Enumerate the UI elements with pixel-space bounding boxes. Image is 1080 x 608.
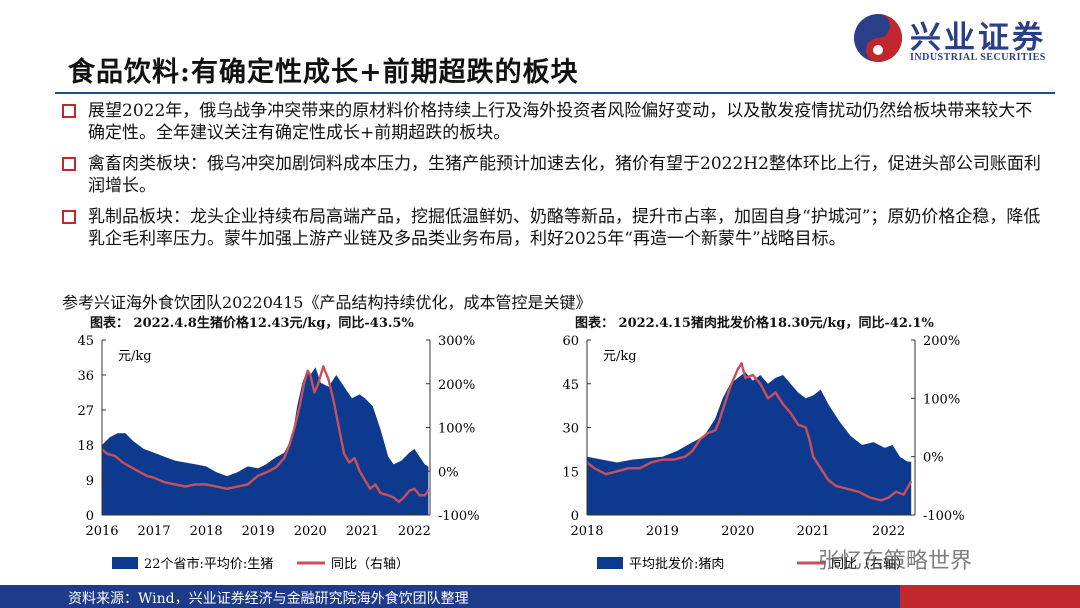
y2-tick-label: -100% [438, 509, 480, 524]
x-tick-label: 2019 [242, 524, 275, 539]
y-tick-label: 9 [86, 474, 94, 489]
bullet-square-icon [62, 104, 76, 118]
legend-area-label: 22个省市:平均价:生猪 [144, 556, 273, 572]
y-tick-label: 45 [77, 334, 94, 349]
brand-subtitle: INDUSTRIAL SECURITIES [910, 52, 1046, 63]
brand-emblem-icon [854, 14, 902, 62]
bullet-square-icon [62, 210, 76, 224]
y-tick-label: 60 [562, 334, 579, 349]
y-tick-label: 18 [77, 439, 94, 454]
x-tick-label: 2021 [346, 524, 379, 539]
x-tick-label: 2019 [646, 524, 679, 539]
y2-tick-label: 0% [438, 465, 459, 480]
x-tick-label: 2017 [138, 524, 171, 539]
area-series [587, 372, 912, 515]
y2-tick-label: 300% [438, 334, 475, 349]
x-tick-label: 2021 [797, 524, 830, 539]
watermark-text: 张忆东策略世界 [818, 549, 973, 574]
y-tick-label: 45 [562, 378, 579, 393]
bullet-text: 展望2022年，俄乌战争冲突带来的原材料价格持续上行及海外投资者风险偏好变动，以… [88, 101, 1033, 143]
title-divider [55, 92, 1055, 94]
y-tick-label: 15 [562, 465, 579, 480]
bullet-text: 乳制品板块：龙头企业持续布局高端产品，挖掘低温鲜奶、奶酪等新品，提升市占率，加固… [88, 207, 1041, 249]
y2-tick-label: 100% [438, 422, 475, 437]
footer-accent [900, 585, 1080, 608]
unit-label: 元/kg [603, 349, 637, 364]
line-series [586, 362, 913, 502]
area-series [102, 367, 429, 515]
reference-note: 参考兴证海外食饮团队20220415《产品结构持续优化，成本管控是关键》 [62, 293, 592, 312]
unit-label: 元/kg [118, 349, 152, 364]
y-tick-label: 0 [571, 509, 579, 524]
legend-area-swatch [112, 557, 138, 569]
x-tick-label: 2018 [570, 524, 603, 539]
chart-1-title: 图表： 2022.4.8生猪价格12.43元/kg，同比-43.5% [90, 316, 414, 331]
page-title: 食品饮料:有确定性成长+前期超跌的板块 [68, 57, 579, 88]
y2-tick-label: 200% [438, 378, 475, 393]
chart-2-title: 图表： 2022.4.15猪肉批发价格18.30元/kg，同比-42.1% [575, 316, 934, 331]
x-tick-label: 2020 [721, 524, 754, 539]
bullet-text: 禽畜肉类板块：俄乌冲突加剧饲料成本压力，生猪产能预计加速去化，猪价有望于2022… [88, 154, 1041, 196]
x-tick-label: 2016 [85, 524, 118, 539]
brand-logo: 兴业证券 INDUSTRIAL SECURITIES [850, 8, 1070, 68]
pork-wholesale-chart: 0 15 30 45 60 -100% 0% 100% 200% 2018 2019 2020 2021… [562, 334, 965, 572]
y-tick-label: 27 [77, 404, 94, 419]
footer-bar: 资料来源：Wind，兴业证券经济与金融研究院海外食饮团队整理 [0, 585, 1080, 608]
y-tick-label: 36 [77, 369, 94, 384]
y2-tick-label: 200% [923, 334, 960, 349]
y-tick-label: 30 [562, 422, 579, 437]
x-tick-label: 2022 [398, 524, 431, 539]
bullet-item: 展望2022年，俄乌战争冲突带来的原材料价格持续上行及海外投资者风险偏好变动，以… [62, 100, 1042, 144]
x-tick-label: 2020 [294, 524, 327, 539]
legend-area-label: 平均批发价:猪肉 [629, 556, 724, 572]
source-note: 资料来源：Wind，兴业证券经济与金融研究院海外食饮团队整理 [68, 591, 469, 607]
brand-name: 兴业证券 [910, 20, 1046, 56]
bullet-item: 禽畜肉类板块：俄乌冲突加剧饲料成本压力，生猪产能预计加速去化，猪价有望于2022… [62, 153, 1042, 197]
line-series [101, 365, 430, 504]
bullet-item: 乳制品板块：龙头企业持续布局高端产品，挖掘低温鲜奶、奶酪等新品，提升市占率，加固… [62, 206, 1042, 250]
x-tick-label: 2018 [190, 524, 223, 539]
x-tick-label: 2022 [872, 524, 905, 539]
y2-tick-label: 100% [923, 392, 960, 407]
legend-line-label: 同比（右轴） [831, 557, 909, 572]
y2-tick-label: -100% [923, 509, 965, 524]
bullet-square-icon [62, 157, 76, 171]
y-tick-label: 0 [86, 509, 94, 524]
hog-price-chart: 0 9 18 27 36 45 -100% 0% 100% 200% 300% 2016 2017 201… [77, 334, 480, 572]
bullet-list: 展望2022年，俄乌战争冲突带来的原材料价格持续上行及海外投资者风险偏好变动，以… [62, 100, 1042, 259]
legend-line-label: 同比（右轴） [331, 557, 409, 572]
y2-tick-label: 0% [923, 451, 944, 466]
legend-area-swatch [597, 557, 623, 569]
